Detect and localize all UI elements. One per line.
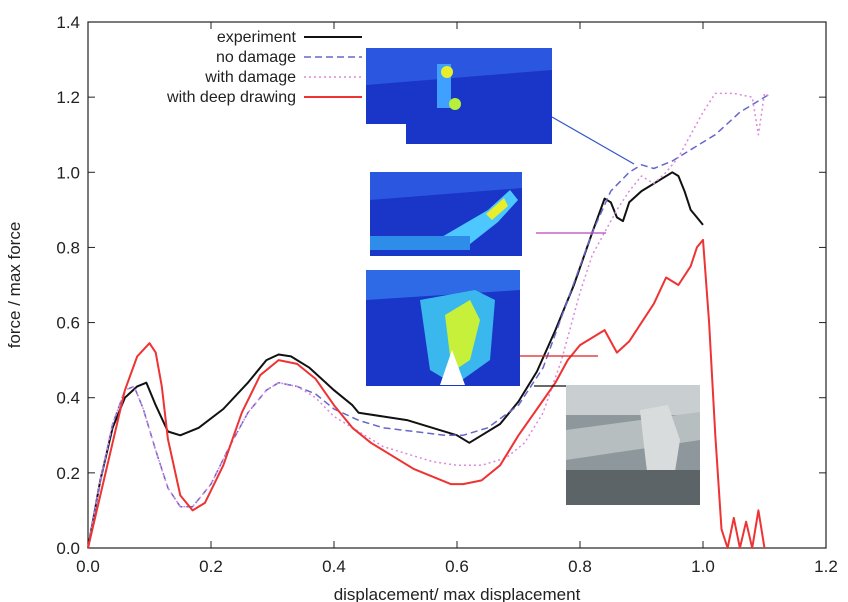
y-tick-label: 1.2 [56, 88, 80, 107]
series-line-experiment [87, 171, 704, 549]
series-layer [87, 92, 772, 549]
y-tick-label: 0.8 [56, 238, 80, 257]
simulation-inset-with-deep-drawing [366, 270, 520, 386]
legend-label: with deep drawing [166, 89, 296, 106]
x-tick-label: 0.0 [76, 557, 100, 576]
y-tick-label: 0.6 [56, 314, 80, 333]
series-line-with-deep-drawing [87, 238, 766, 549]
legend-label: with damage [204, 69, 296, 86]
simulation-inset-with-damage [370, 172, 522, 256]
x-tick-label: 1.2 [814, 557, 838, 576]
legend-label: experiment [217, 29, 297, 46]
y-tick-label: 0.0 [56, 539, 80, 558]
axes: 0.0 0.2 0.4 0.6 0.8 1.0 1.2 0.0 0.2 0.4 0.6 0.8 1.0 1… [5, 13, 838, 602]
y-tick-label: 1.4 [56, 13, 80, 32]
legend: experiment no damage with damage with deep … [166, 29, 362, 106]
y-tick-label: 0.2 [56, 464, 80, 483]
experiment-photo-inset [566, 385, 700, 505]
x-axis-label: displacement/ max displacement [334, 585, 581, 602]
y-tick-label: 1.0 [56, 163, 80, 182]
x-tick-label: 0.4 [322, 557, 346, 576]
y-axis-label: force / max force [5, 222, 24, 349]
x-tick-label: 0.2 [199, 557, 223, 576]
legend-label: no damage [216, 49, 296, 66]
x-tick-label: 0.8 [568, 557, 592, 576]
series-line-with-damage [87, 92, 772, 549]
x-tick-label: 1.0 [691, 557, 715, 576]
series-line-no-damage [87, 92, 772, 549]
y-tick-label: 0.4 [56, 389, 80, 408]
inset-leader-lines [520, 116, 635, 387]
x-tick-label: 0.6 [445, 557, 469, 576]
simulation-inset-no-damage [366, 48, 552, 144]
